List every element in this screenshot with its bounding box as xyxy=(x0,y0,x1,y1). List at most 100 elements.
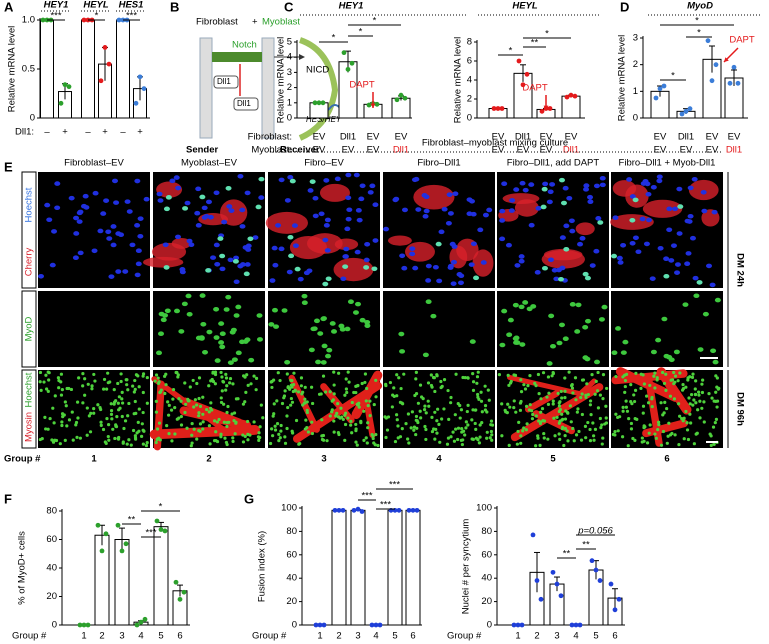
nucleus xyxy=(614,412,618,416)
nucleus xyxy=(456,402,460,406)
nucleus xyxy=(689,235,696,241)
nucleus xyxy=(225,185,232,191)
nucleus xyxy=(345,216,352,222)
nucleus xyxy=(96,403,100,407)
nucleus xyxy=(656,178,663,184)
nucleus xyxy=(54,181,61,186)
nucleus xyxy=(451,430,455,434)
nucleus xyxy=(219,370,223,375)
nucleus xyxy=(225,384,229,388)
nucleus xyxy=(551,267,558,273)
x-tick-label: 2 xyxy=(99,631,104,642)
nucleus xyxy=(514,263,521,268)
nucleus xyxy=(82,193,89,199)
sig-label: * xyxy=(695,16,699,27)
data-point xyxy=(317,622,323,628)
nucleus xyxy=(307,188,314,193)
data-point xyxy=(77,622,83,628)
nucleus xyxy=(272,262,279,268)
nucleus xyxy=(243,400,247,404)
nucleus xyxy=(99,423,103,428)
nucleus xyxy=(272,378,276,382)
micrograph xyxy=(38,172,150,288)
y-tick-label: 0 xyxy=(292,620,297,631)
nucleus xyxy=(645,394,649,398)
nucleus xyxy=(195,186,202,192)
y-tick-label: 20 xyxy=(481,596,492,607)
x-tick-label: 5 xyxy=(158,631,163,642)
nucleus xyxy=(709,434,713,438)
nucleus xyxy=(87,414,91,418)
nucleus xyxy=(583,187,590,192)
nucleus xyxy=(71,438,75,442)
nucleus xyxy=(125,378,129,382)
nucleus xyxy=(256,435,261,439)
nucleus xyxy=(46,427,50,431)
nucleus xyxy=(107,438,111,442)
nucleus xyxy=(313,318,320,324)
nucleus xyxy=(366,421,370,425)
data-point xyxy=(142,616,148,622)
nucleus xyxy=(254,388,258,392)
nucleus xyxy=(508,208,515,213)
nucleus xyxy=(595,216,602,221)
nucleus xyxy=(456,437,460,442)
nucleus xyxy=(604,416,608,420)
nucleus xyxy=(711,209,718,215)
cell xyxy=(541,249,585,269)
nucleus xyxy=(72,255,79,261)
nucleus xyxy=(167,413,171,417)
nucleus xyxy=(621,409,625,413)
data-point xyxy=(731,64,737,70)
x-tick-label: EV xyxy=(492,132,505,143)
nucleus xyxy=(213,372,218,377)
nucleus xyxy=(689,392,694,397)
error-bar xyxy=(119,527,125,551)
x-tick-label: – xyxy=(85,127,91,138)
nucleus xyxy=(210,377,214,382)
nucleus xyxy=(46,217,53,223)
nucleus xyxy=(512,405,516,410)
y-tick-label: 60 xyxy=(481,549,492,560)
nucleus xyxy=(184,200,191,206)
nucleus xyxy=(698,399,702,403)
nucleus xyxy=(156,191,163,197)
nucleus xyxy=(383,226,390,232)
nucleus xyxy=(692,275,699,281)
nucleus xyxy=(310,385,314,389)
x-tick-label-row2: Dll1 xyxy=(726,145,742,156)
nucleus xyxy=(40,437,44,441)
nucleus xyxy=(616,255,623,261)
x-axis-label: Group # xyxy=(12,631,47,642)
nucleus xyxy=(103,198,110,203)
nucleus xyxy=(228,376,233,381)
membrane xyxy=(261,37,275,139)
x-tick-label: + xyxy=(137,127,143,138)
data-point xyxy=(134,622,140,628)
bar xyxy=(405,509,421,626)
nucleus xyxy=(321,374,326,378)
nucleus xyxy=(39,388,43,392)
nucleus xyxy=(51,440,56,444)
nucleus xyxy=(364,436,368,440)
nucleus xyxy=(157,198,164,203)
nucleus xyxy=(664,372,668,376)
nucleus xyxy=(51,229,58,234)
nucleus xyxy=(648,383,652,388)
nucleus xyxy=(374,395,378,399)
condition-label: DM 96h xyxy=(734,392,745,426)
nucleus xyxy=(306,430,310,434)
nucleus xyxy=(540,204,547,210)
nucleus xyxy=(67,418,72,422)
nucleus xyxy=(635,417,639,421)
nucleus xyxy=(409,246,416,251)
nucleus xyxy=(459,408,464,412)
nucleus xyxy=(357,405,361,409)
nucleus xyxy=(526,384,530,388)
nucleus xyxy=(300,392,304,396)
nucleus xyxy=(480,410,484,414)
nucleus xyxy=(197,414,201,418)
nucleus xyxy=(179,269,186,275)
nucleus xyxy=(574,398,578,402)
nucleus xyxy=(137,385,141,389)
